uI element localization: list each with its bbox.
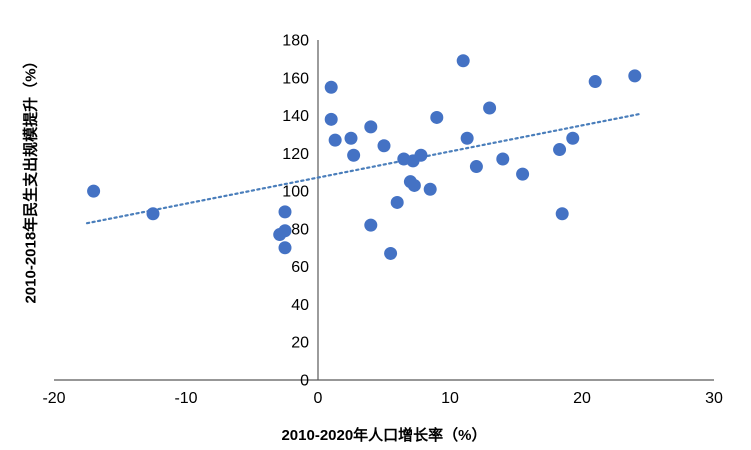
scatter-point (516, 167, 530, 181)
x-axis-title: 2010-2020年人口增长率（%） (281, 427, 487, 444)
scatter-point (344, 131, 358, 145)
x-tick-label: 10 (441, 390, 459, 407)
scatter-point (278, 205, 292, 219)
scatter-point (347, 148, 361, 162)
scatter-point (407, 178, 421, 192)
scatter-point (384, 246, 398, 260)
y-tick-label: 20 (291, 335, 309, 352)
scatter-point (364, 218, 378, 232)
scatter-point (364, 120, 378, 134)
scatter-point (430, 110, 444, 124)
scatter-point (146, 207, 160, 221)
y-tick-label: 40 (291, 297, 309, 314)
scatter-point (377, 139, 391, 153)
scatter-point (414, 148, 428, 162)
y-tick-label: 120 (282, 146, 309, 163)
scatter-point (566, 131, 580, 145)
scatter-point (324, 112, 338, 126)
x-tick-label: 0 (314, 390, 323, 407)
scatter-point (456, 54, 470, 68)
scatter-point (390, 195, 404, 209)
y-tick-label: 60 (291, 259, 309, 276)
scatter-point (87, 184, 101, 198)
y-tick-label: 180 (282, 33, 309, 50)
x-tick-label: 30 (705, 390, 723, 407)
y-tick-label: 80 (291, 221, 309, 238)
x-tick-label: -20 (42, 390, 65, 407)
scatter-point (324, 80, 338, 94)
scatter-point (328, 133, 342, 147)
scatter-point (553, 143, 567, 157)
scatter-point (460, 131, 474, 145)
scatter-point (588, 75, 602, 89)
scatter-point (469, 160, 483, 174)
y-tick-label: 140 (282, 108, 309, 125)
y-tick-label: 160 (282, 70, 309, 87)
scatter-point (423, 182, 437, 196)
y-tick-label: 100 (282, 184, 309, 201)
x-tick-label: -10 (174, 390, 197, 407)
y-tick-label: 0 (300, 373, 309, 390)
scatter-point (273, 228, 287, 242)
scatter-point (555, 207, 569, 221)
scatter-point (278, 241, 292, 255)
x-tick-label: 20 (573, 390, 591, 407)
scatter-point (496, 152, 510, 166)
scatter-point (483, 101, 497, 115)
trendline (85, 112, 643, 225)
y-axis-title: 2010-2018年民生支出规模提升（%） (22, 53, 40, 304)
scatter-point (628, 69, 642, 83)
